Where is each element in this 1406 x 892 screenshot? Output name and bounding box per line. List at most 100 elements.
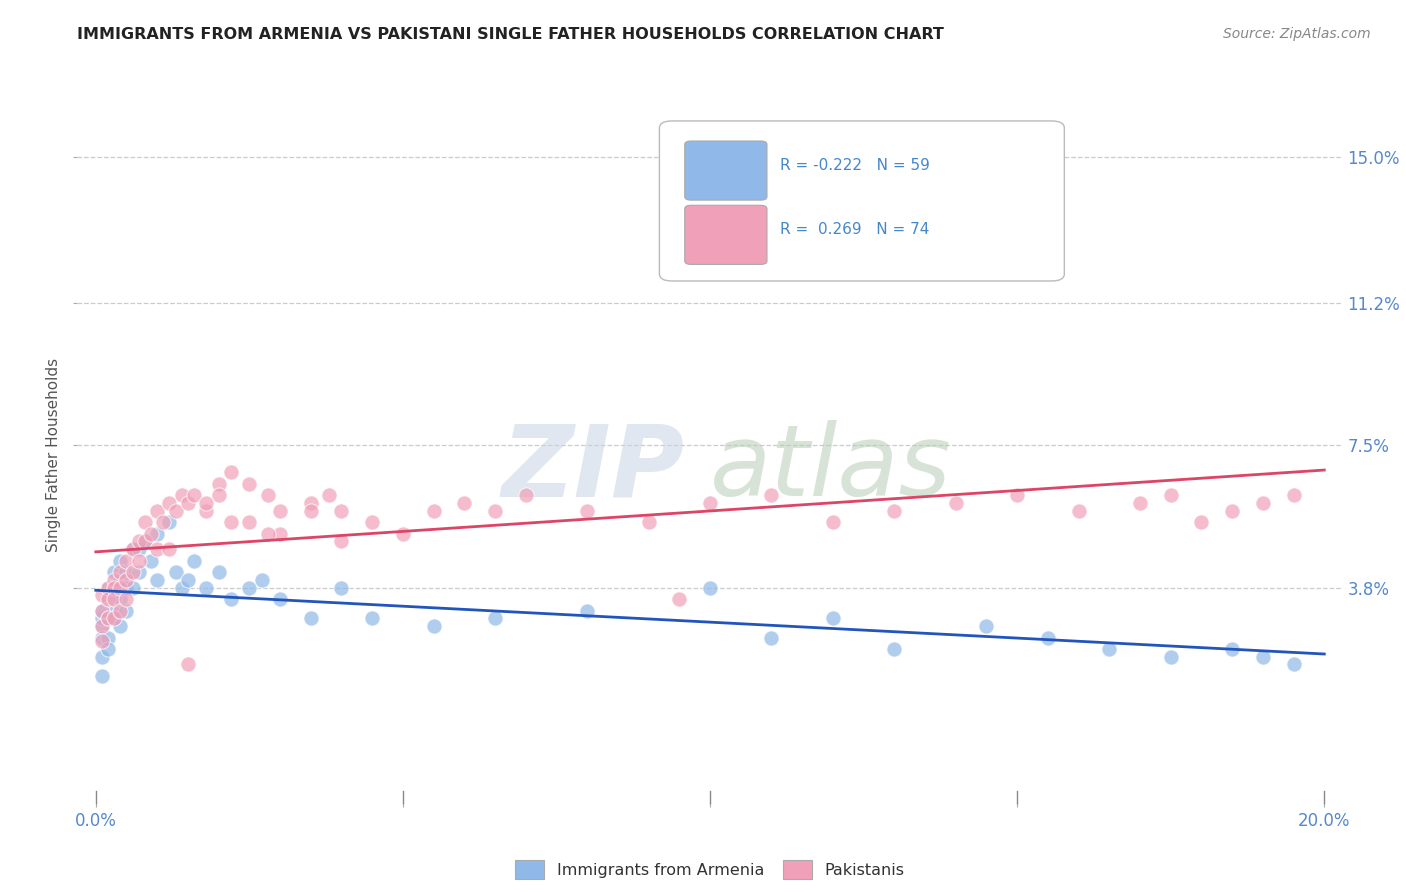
Text: R =  0.269   N = 74: R = 0.269 N = 74	[780, 222, 929, 237]
Point	[103, 611, 125, 625]
Point	[195, 503, 218, 517]
Point	[821, 515, 844, 529]
Point	[90, 604, 112, 618]
Point	[121, 542, 143, 557]
Point	[238, 515, 260, 529]
Point	[1220, 642, 1243, 657]
Point	[207, 488, 229, 502]
Point	[637, 515, 659, 529]
FancyBboxPatch shape	[685, 205, 768, 264]
Point	[256, 526, 278, 541]
Point	[299, 496, 322, 510]
Point	[484, 611, 506, 625]
Point	[90, 619, 112, 633]
Point	[318, 488, 340, 502]
Point	[219, 592, 242, 607]
Point	[110, 592, 132, 607]
Point	[250, 573, 273, 587]
Point	[269, 503, 291, 517]
Point	[90, 634, 112, 648]
Point	[170, 581, 193, 595]
Point	[110, 573, 132, 587]
Text: IMMIGRANTS FROM ARMENIA VS PAKISTANI SINGLE FATHER HOUSEHOLDS CORRELATION CHART: IMMIGRANTS FROM ARMENIA VS PAKISTANI SIN…	[77, 27, 945, 42]
Point	[97, 592, 120, 607]
Point	[761, 488, 783, 502]
Point	[1160, 488, 1182, 502]
Text: Source: ZipAtlas.com: Source: ZipAtlas.com	[1223, 27, 1371, 41]
Point	[103, 573, 125, 587]
Point	[97, 581, 120, 595]
Point	[146, 503, 169, 517]
Text: atlas: atlas	[710, 420, 952, 517]
Point	[115, 565, 138, 579]
Point	[1098, 642, 1121, 657]
FancyBboxPatch shape	[685, 141, 768, 200]
Point	[883, 642, 905, 657]
Point	[453, 496, 475, 510]
Point	[1251, 496, 1274, 510]
Point	[103, 581, 125, 595]
Point	[195, 496, 218, 510]
Point	[90, 649, 112, 664]
Point	[90, 631, 112, 645]
Point	[90, 588, 112, 602]
Point	[1036, 631, 1059, 645]
Point	[110, 565, 132, 579]
Point	[299, 503, 322, 517]
Point	[183, 488, 205, 502]
Point	[97, 631, 120, 645]
Point	[97, 642, 120, 657]
Point	[110, 581, 132, 595]
Point	[170, 488, 193, 502]
Point	[361, 515, 384, 529]
Point	[165, 565, 187, 579]
Point	[1282, 657, 1305, 672]
Point	[177, 573, 200, 587]
Point	[256, 488, 278, 502]
Point	[128, 542, 150, 557]
Point	[110, 604, 132, 618]
Point	[90, 611, 112, 625]
Point	[121, 581, 143, 595]
Point	[1005, 488, 1028, 502]
Point	[90, 604, 112, 618]
Point	[1251, 649, 1274, 664]
Point	[159, 542, 181, 557]
Point	[219, 515, 242, 529]
Point	[699, 496, 721, 510]
Point	[1067, 503, 1090, 517]
Point	[576, 503, 599, 517]
Point	[269, 592, 291, 607]
Point	[1191, 515, 1213, 529]
Point	[128, 565, 150, 579]
Point	[238, 476, 260, 491]
Point	[115, 554, 138, 568]
Point	[515, 488, 537, 502]
Point	[330, 581, 353, 595]
Point	[484, 503, 506, 517]
Point	[883, 503, 905, 517]
Point	[177, 496, 200, 510]
Point	[115, 573, 138, 587]
Point	[121, 542, 143, 557]
Point	[103, 592, 125, 607]
Point	[183, 554, 205, 568]
Point	[165, 503, 187, 517]
Point	[97, 592, 120, 607]
Point	[110, 554, 132, 568]
Point	[103, 565, 125, 579]
Point	[361, 611, 384, 625]
Point	[139, 554, 162, 568]
Point	[207, 565, 229, 579]
Point	[1220, 503, 1243, 517]
Point	[115, 581, 138, 595]
Point	[110, 619, 132, 633]
Text: ZIP: ZIP	[502, 420, 685, 517]
Point	[103, 611, 125, 625]
Point	[1129, 496, 1152, 510]
Point	[115, 604, 138, 618]
Point	[668, 235, 690, 249]
Point	[128, 554, 150, 568]
Point	[97, 611, 120, 625]
Point	[128, 534, 150, 549]
